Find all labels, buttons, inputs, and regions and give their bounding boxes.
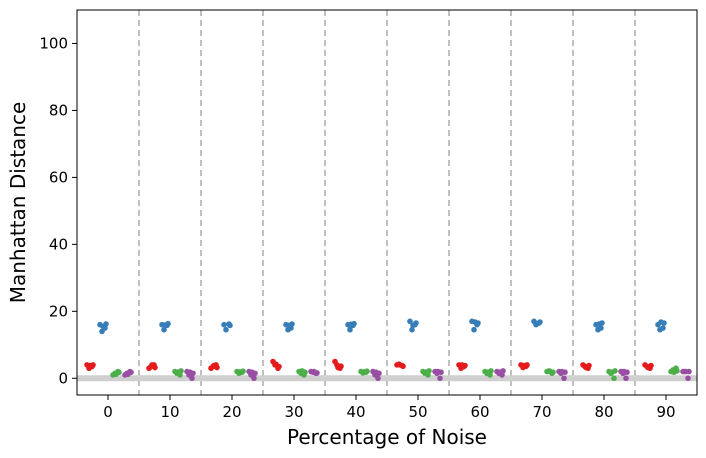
data-point <box>534 320 540 327</box>
data-point <box>311 368 317 375</box>
x-tick-label: 70 <box>532 403 551 421</box>
data-point <box>223 326 229 333</box>
data-point <box>373 369 379 376</box>
data-point <box>621 368 627 375</box>
data-point <box>472 319 478 325</box>
data-point <box>162 322 168 328</box>
data-point <box>645 364 651 371</box>
data-point <box>521 362 527 369</box>
data-point <box>611 375 617 382</box>
data-point <box>100 323 106 330</box>
data-point <box>423 369 429 376</box>
data-point <box>187 369 193 376</box>
data-point <box>596 321 602 327</box>
data-point <box>273 361 279 368</box>
x-tick-label: 30 <box>284 403 303 421</box>
data-point <box>249 369 255 376</box>
x-tick-label: 80 <box>594 403 613 421</box>
data-point <box>657 326 663 333</box>
data-point <box>685 375 691 382</box>
data-point <box>285 326 291 333</box>
data-point <box>286 322 292 329</box>
data-point <box>547 368 553 375</box>
x-tick-label: 40 <box>346 403 365 421</box>
data-point <box>227 322 233 329</box>
data-point <box>559 368 565 375</box>
data-point <box>175 369 181 376</box>
y-tick-label: 80 <box>49 101 68 119</box>
data-point <box>459 362 465 368</box>
data-point <box>407 318 413 325</box>
data-point <box>87 362 93 369</box>
data-point <box>658 319 664 325</box>
y-tick-label: 40 <box>49 235 68 253</box>
data-point <box>437 375 443 382</box>
data-point <box>409 326 415 333</box>
data-point <box>161 326 167 333</box>
plot-frame <box>76 9 698 396</box>
data-point <box>361 369 367 375</box>
data-point <box>435 368 441 375</box>
data-point <box>595 326 601 333</box>
data-point <box>683 368 689 375</box>
x-tick-label: 0 <box>103 403 113 421</box>
x-tick-label: 10 <box>160 403 179 421</box>
data-point <box>347 326 353 333</box>
y-tick-label: 0 <box>58 369 68 387</box>
data-point <box>221 321 227 328</box>
group-separators <box>138 10 636 395</box>
data-point <box>609 369 615 376</box>
data-point <box>623 375 629 382</box>
data-point <box>485 369 491 376</box>
x-axis-ticks: 0 10 20 30 40 50 60 70 80 90 <box>103 395 676 421</box>
data-point <box>299 368 305 374</box>
y-axis-label: Manhattan Distance <box>6 102 30 304</box>
data-point <box>125 371 131 378</box>
x-tick-label: 50 <box>408 403 427 421</box>
x-axis-label: Percentage of Noise <box>287 425 487 449</box>
data-point <box>397 362 403 368</box>
y-tick-label: 20 <box>49 302 68 320</box>
data-point <box>471 326 477 333</box>
data-point <box>410 322 416 329</box>
y-tick-label: 100 <box>39 34 68 52</box>
data-point <box>561 375 567 382</box>
data-point <box>583 364 589 371</box>
data-point <box>497 369 503 376</box>
data-point <box>237 369 243 375</box>
data-point <box>348 321 354 328</box>
data-point <box>99 328 105 335</box>
x-tick-label: 60 <box>470 403 489 421</box>
data-points <box>84 318 692 382</box>
data-point <box>335 364 341 371</box>
x-tick-label: 90 <box>656 403 675 421</box>
y-tick-label: 60 <box>49 168 68 186</box>
data-point <box>671 369 677 376</box>
x-tick-label: 20 <box>222 403 241 421</box>
data-point <box>149 362 155 368</box>
data-point <box>211 362 217 369</box>
y-axis-ticks: 0 20 40 60 80 100 <box>39 34 77 387</box>
data-point <box>113 371 119 378</box>
